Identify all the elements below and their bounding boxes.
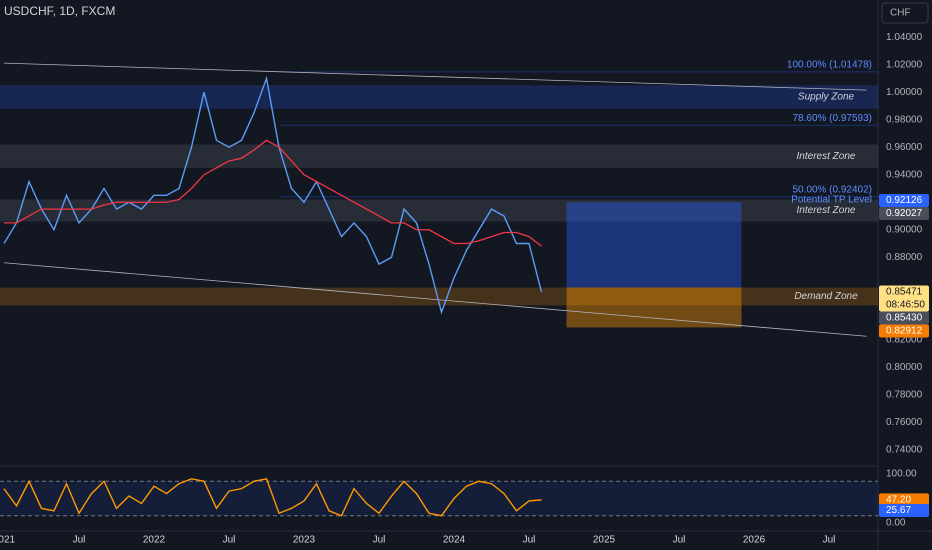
y-tick-label: 0.78000 [886,389,923,400]
x-tick-label: 2026 [743,535,766,546]
rsi-tag [879,503,929,517]
price-tag-label: 0.85430 [886,313,923,324]
price-tag [879,207,929,221]
fib-label: 50.00% (0.92402) [792,184,872,195]
zone-label: Demand Zone [794,291,858,302]
y-tick-label: 1.00000 [886,87,923,98]
x-tick-label: Jul [373,535,386,546]
zone [0,144,878,168]
zone [0,287,878,306]
y-tick-label: 0.88000 [886,252,923,263]
channel-line [3,62,867,91]
price-tag [879,285,929,312]
x-tick-label: 2025 [593,535,616,546]
series-line [4,139,542,247]
zone-label: Interest Zone [797,151,856,162]
price-tag-label: 0.92027 [886,208,923,219]
rsi-tick-label: 100.00 [886,469,917,480]
y-tick-label: 0.76000 [886,417,923,428]
fib-label: 100.00% (1.01478) [787,59,872,70]
countdown: 08:46:50 [886,300,925,311]
chart-title: USDCHF, 1D, FXCM [4,4,115,18]
x-tick-label: Jul [223,535,236,546]
y-tick-label: 0.94000 [886,169,923,180]
currency-button[interactable] [881,2,929,24]
target-box [566,202,742,288]
fib-label: 78.60% (0.97593) [792,113,872,124]
x-tick-label: 2021 [0,535,16,546]
rsi-tag-label: 25.67 [886,505,911,516]
rsi-band [0,481,878,516]
currency[interactable]: CHF [890,8,911,19]
x-tick-label: 2024 [443,535,466,546]
zone-label: Supply Zone [798,92,855,103]
price-tag [879,311,929,325]
price-tag [879,194,929,208]
x-tick-label: 2022 [143,535,166,546]
y-tick-label: 1.02000 [886,59,923,70]
y-tick-label: 0.82000 [886,334,923,345]
series-line [3,477,542,517]
y-tick-label: 0.98000 [886,114,923,125]
price-tag [879,324,929,338]
x-tick-label: Jul [523,535,536,546]
zone [0,85,878,109]
y-tick-label: 0.96000 [886,142,923,153]
x-tick-label: Jul [823,535,836,546]
y-tick-label: 0.74000 [886,445,923,456]
x-tick-label: Jul [673,535,686,546]
y-tick-label: 0.80000 [886,362,923,373]
tp-label: Potential TP Level [791,194,872,205]
x-tick-label: Jul [73,535,86,546]
price-tag-label: 0.82912 [886,326,923,337]
target-box [566,287,742,328]
zone-label: Interest Zone [797,205,856,216]
rsi-tick-label: 0.00 [886,518,906,529]
price-tag-label: 0.92126 [886,195,923,206]
zone [0,199,878,222]
channel-line [3,262,867,337]
x-tick-label: 2023 [293,535,316,546]
rsi-tag-label: 47.20 [886,495,911,506]
y-tick-label: 0.90000 [886,224,923,235]
y-tick-label: 1.04000 [886,32,923,43]
rsi-tag [879,493,929,507]
series-line [3,75,543,315]
price-tag-label: 0.85471 [886,287,923,298]
